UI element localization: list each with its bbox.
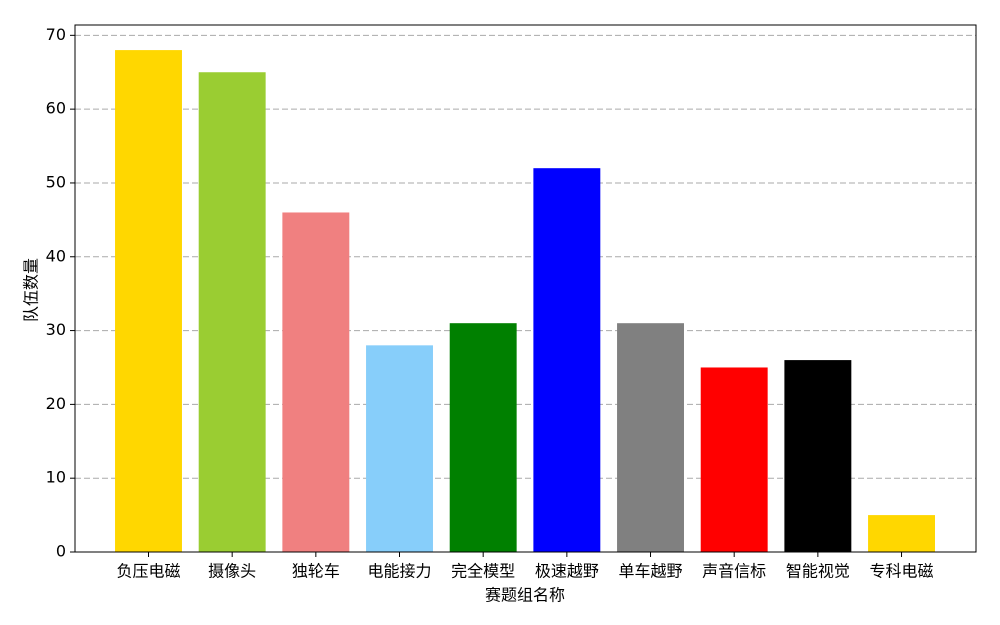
- x-tick-label: 摄像头: [208, 562, 256, 581]
- x-tick-label: 负压电磁: [116, 562, 180, 581]
- y-tick-label: 60: [46, 99, 66, 118]
- bar: [115, 50, 182, 552]
- bar: [366, 345, 433, 552]
- y-tick-label: 70: [46, 25, 66, 44]
- x-tick-label: 声音信标: [702, 562, 766, 581]
- x-tick-label: 智能视觉: [786, 562, 850, 581]
- x-tick-label: 专科电磁: [870, 562, 934, 581]
- y-tick-label: 40: [46, 246, 66, 265]
- bar: [617, 323, 684, 552]
- x-tick-label: 独轮车: [292, 562, 340, 581]
- x-tick-label: 极速越野: [535, 562, 599, 581]
- y-axis-label: 队伍数量: [22, 258, 41, 322]
- bar: [700, 367, 768, 552]
- bar: [449, 323, 517, 552]
- y-tick-label: 30: [46, 320, 66, 339]
- bar: [868, 515, 935, 552]
- x-axis-label: 赛题组名称: [485, 586, 565, 605]
- y-tick-label: 50: [46, 172, 66, 191]
- y-tick-label: 0: [56, 542, 66, 561]
- bar: [282, 212, 350, 552]
- y-tick-label: 20: [46, 394, 66, 413]
- bar: [533, 168, 601, 552]
- x-tick-label: 单车越野: [619, 562, 683, 581]
- plot-frame: [74, 24, 977, 553]
- bar: [198, 72, 266, 552]
- x-tick-label: 完全模型: [451, 562, 515, 581]
- x-tick-label: 电能接力: [368, 562, 432, 581]
- y-tick-label: 10: [46, 468, 66, 487]
- bar: [784, 360, 852, 552]
